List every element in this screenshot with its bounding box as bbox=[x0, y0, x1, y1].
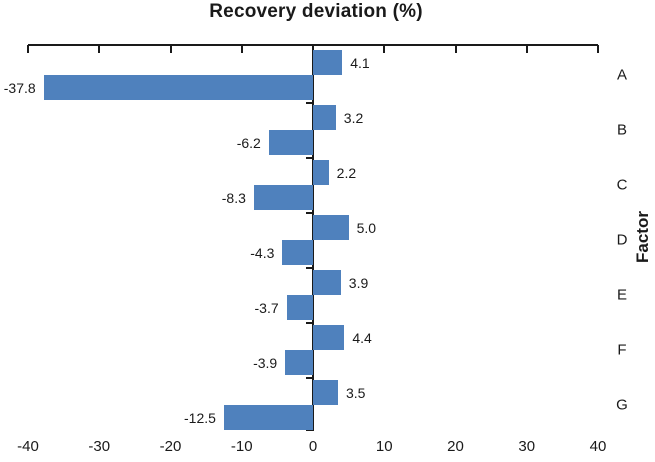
y-axis-title: Factor bbox=[633, 211, 652, 263]
category-label-G: G bbox=[616, 396, 628, 414]
bar-positive-B bbox=[313, 105, 336, 130]
category-axis-tick bbox=[306, 321, 313, 324]
value-label-positive-E: 3.9 bbox=[348, 274, 369, 291]
bar-positive-A bbox=[313, 50, 343, 75]
x-axis-tick-label: 0 bbox=[308, 438, 318, 455]
x-axis-tick bbox=[169, 45, 172, 53]
category-axis-tick bbox=[306, 101, 313, 104]
x-axis-tick-label: -10 bbox=[230, 438, 253, 455]
value-label-positive-A: 4.1 bbox=[350, 54, 370, 71]
bar-negative-D bbox=[282, 240, 313, 265]
bar-positive-G bbox=[313, 380, 338, 405]
value-label-positive-B: 3.2 bbox=[343, 109, 364, 126]
x-axis-tick-label: 40 bbox=[589, 438, 607, 455]
bar-negative-A bbox=[43, 75, 313, 100]
x-axis-tick bbox=[454, 45, 457, 53]
category-axis-tick bbox=[306, 376, 313, 379]
value-label-positive-F: 4.4 bbox=[352, 329, 372, 346]
x-axis-tick bbox=[383, 45, 386, 53]
bar-positive-E bbox=[313, 270, 341, 295]
x-axis-tick-label: 10 bbox=[375, 438, 393, 455]
category-label-F: F bbox=[617, 341, 627, 359]
category-label-B: B bbox=[616, 121, 628, 139]
x-axis-tick-label: -40 bbox=[17, 438, 39, 455]
value-label-negative-E: -3.7 bbox=[254, 299, 279, 316]
x-axis-tick-label: 20 bbox=[447, 438, 464, 455]
value-label-negative-D: -4.3 bbox=[250, 244, 275, 261]
x-axis-tick-label: -20 bbox=[159, 438, 182, 455]
bar-negative-G bbox=[223, 405, 313, 430]
bar-positive-F bbox=[313, 325, 345, 350]
category-axis-tick bbox=[306, 211, 313, 214]
x-axis-tick bbox=[597, 45, 599, 53]
category-label-A: A bbox=[616, 66, 628, 84]
value-label-negative-F: -3.9 bbox=[253, 354, 278, 371]
value-label-negative-G: -12.5 bbox=[184, 409, 216, 426]
x-axis-tick bbox=[240, 45, 243, 53]
x-axis-tick-label: 30 bbox=[518, 438, 536, 455]
x-axis-tick bbox=[525, 45, 528, 53]
chart-title: Recovery deviation (%) bbox=[209, 1, 423, 22]
bar-positive-C bbox=[313, 160, 329, 185]
category-label-D: D bbox=[616, 231, 628, 249]
value-label-positive-C: 2.2 bbox=[336, 164, 357, 181]
bar-positive-D bbox=[313, 215, 349, 240]
value-label-positive-D: 5.0 bbox=[356, 219, 377, 236]
x-axis-tick bbox=[27, 45, 29, 53]
value-label-negative-B: -6.2 bbox=[236, 134, 261, 151]
x-axis-tick bbox=[98, 45, 101, 53]
bar-negative-F bbox=[285, 350, 313, 375]
category-label-E: E bbox=[616, 286, 628, 304]
x-axis-tick-label: -30 bbox=[88, 438, 111, 455]
bar-negative-E bbox=[286, 295, 313, 320]
value-label-negative-C: -8.3 bbox=[221, 189, 246, 206]
value-label-positive-G: 3.5 bbox=[345, 384, 366, 401]
bar-negative-B bbox=[268, 130, 313, 155]
value-label-negative-A: -37.8 bbox=[3, 79, 36, 96]
category-axis-tick bbox=[306, 156, 313, 159]
category-label-C: C bbox=[616, 176, 628, 194]
bar-negative-C bbox=[253, 185, 313, 210]
category-axis-tick bbox=[306, 266, 313, 269]
category-axis-tick bbox=[306, 429, 313, 431]
